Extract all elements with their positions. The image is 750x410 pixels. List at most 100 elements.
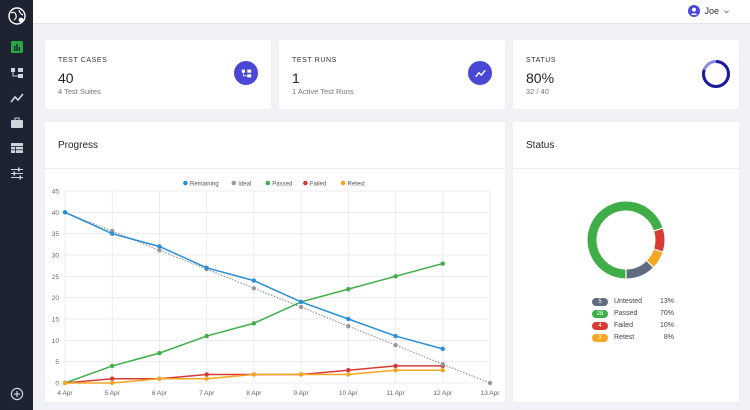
legend-percent: 8% [663,334,674,341]
briefcase-icon [10,117,23,128]
x-tick-label: 4 Apr [57,390,73,397]
y-tick-label: 30 [52,253,60,260]
data-point-passed [393,274,398,279]
user-menu[interactable]: Joe [688,5,730,17]
data-point-remaining [393,333,398,339]
data-point-failed [346,368,351,373]
x-tick-label: 8 Apr [246,390,262,397]
legend-label-passed: Passed [272,181,292,187]
data-point-passed [110,363,115,369]
y-tick-label: 0 [55,381,59,388]
nav-dashboard[interactable] [0,36,33,58]
data-point-remaining [110,231,115,236]
test-cases-icon-badge [234,61,258,85]
legend-percent: 13% [659,298,674,305]
stat-sub: 1 Active Test Runs [292,87,354,96]
stat-label: STATUS [526,57,557,64]
stat-value: 80% [526,70,555,86]
hierarchy-icon [241,69,251,77]
x-tick-label: 11 Apr [386,390,405,397]
legend-percent: 10% [659,322,674,329]
data-point-retest [157,376,162,381]
stat-value: 40 [58,70,74,86]
test-runs-icon-badge [468,61,492,85]
data-point-retest [393,368,398,373]
data-point-failed [110,376,115,381]
legend-marker-retest [340,180,346,186]
legend-item-untested: 5 Untested 13% [592,297,674,306]
stat-label: TEST RUNS [292,57,337,64]
data-point-failed [393,363,398,369]
data-point-retest [440,368,445,373]
globe-logo-icon[interactable] [7,6,27,26]
y-tick-label: 15 [52,317,60,324]
nav-test-suites[interactable] [0,62,33,84]
legend-name: Failed [614,322,634,329]
table-icon [10,143,23,153]
data-point-remaining [251,278,257,283]
data-point-retest [251,372,257,377]
data-point-remaining [440,346,445,352]
status-donut-chart [587,201,665,279]
data-point-failed [204,372,209,377]
trend-line-icon [9,93,24,103]
sliders-icon [10,167,23,180]
panel-divider [45,168,505,169]
nav-reports[interactable] [0,87,33,109]
nav-tables[interactable] [0,137,33,159]
hierarchy-icon [10,68,23,78]
test-runs-card[interactable]: TEST RUNS 1 1 Active Test Runs [279,40,505,109]
donut-separator [646,260,655,269]
legend-label-retest: Retest [348,181,366,187]
data-point-passed [251,321,257,326]
x-tick-label: 9 Apr [294,390,310,397]
data-point-retest [298,372,304,377]
legend-percent: 70% [659,310,674,317]
nav-projects[interactable] [0,112,33,134]
data-point-retest [346,372,351,377]
sidebar [0,0,33,410]
x-tick-label: 5 Apr [105,390,121,397]
data-point-ideal [157,248,162,253]
user-avatar-icon [688,5,701,17]
x-tick-label: 10 Apr [339,390,359,397]
y-tick-label: 20 [52,295,60,302]
x-tick-label: 6 Apr [152,390,168,397]
x-tick-label: 7 Apr [199,390,215,397]
x-tick-label: 12 Apr [433,390,453,397]
y-tick-label: 5 [55,359,59,366]
panel-divider [513,168,739,169]
data-point-ideal [251,286,257,291]
legend-marker-remaining [183,180,188,186]
stat-sub: 32 / 40 [526,87,549,96]
legend-label-ideal: Ideal [238,181,251,187]
data-point-remaining [62,210,68,215]
legend-name: Retest [614,334,635,341]
y-tick-label: 10 [52,338,60,345]
legend-marker-ideal [231,180,237,186]
test-cases-card[interactable]: TEST CASES 40 4 Test Suites [45,40,271,109]
status-panel-title: Status [526,140,555,151]
x-tick-label: 13 Apr [481,390,501,397]
legend-marker-passed [265,180,271,186]
donut-separator [653,248,664,253]
y-tick-label: 45 [52,189,60,196]
nav-settings[interactable] [0,162,33,184]
data-point-passed [204,333,209,339]
add-circle-icon [10,387,23,401]
user-name: Joe [704,6,719,16]
data-point-ideal [487,380,493,386]
legend-item-passed: 28 Passed 70% [592,309,674,318]
legend-count: 4 [592,321,608,330]
top-bar: Joe [33,0,750,24]
status-card[interactable]: STATUS 80% 32 / 40 [513,40,739,109]
nav-add[interactable] [0,383,33,405]
progress-panel: Progress 0 5 10 15 20 25 30 35 40 45 4 Apr 5 Apr 6 A… [45,122,505,402]
data-point-passed [346,286,351,292]
legend-item-retest: 3 Retest 8% [592,333,674,342]
data-point-retest [62,380,68,386]
legend-count: 5 [592,297,608,306]
chevron-down-icon [724,9,729,13]
progress-line-chart: 0 5 10 15 20 25 30 35 40 45 4 Apr 5 Apr 6 Apr 7 Apr 8 … [52,180,501,397]
legend-marker-failed [303,180,308,186]
